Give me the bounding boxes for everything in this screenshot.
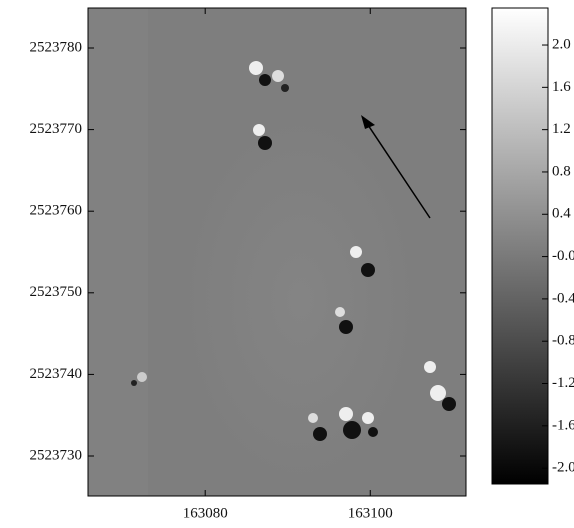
stripe bbox=[88, 8, 148, 496]
x-tick-label: 163080 bbox=[183, 505, 228, 521]
anomaly bbox=[272, 70, 284, 82]
map: 163080 163100 2523730 2523740 2523750 2523760… bbox=[0, 0, 574, 528]
anomaly bbox=[249, 61, 263, 75]
y-tick-label: 2523760 bbox=[30, 203, 83, 219]
anomaly bbox=[258, 136, 272, 150]
anomaly bbox=[343, 421, 361, 439]
y-tick-label: 2523750 bbox=[30, 284, 83, 300]
colorbar bbox=[492, 8, 548, 484]
anomaly bbox=[368, 427, 378, 437]
anomaly bbox=[281, 84, 289, 92]
colorbar-tick-label: -0.0 bbox=[552, 248, 574, 264]
y-tick-label: 2523740 bbox=[30, 366, 83, 382]
anomaly bbox=[339, 407, 353, 421]
x-tick-label: 163100 bbox=[348, 505, 393, 521]
colorbar-tick-label: 0.8 bbox=[552, 163, 571, 179]
colorbar-tick-label: -0.4 bbox=[552, 290, 574, 306]
anomaly bbox=[350, 246, 362, 258]
anomaly bbox=[253, 124, 265, 136]
anomaly bbox=[442, 397, 456, 411]
anomaly bbox=[424, 361, 436, 373]
colorbar-tick-label: 1.2 bbox=[552, 121, 571, 137]
anomaly bbox=[430, 385, 446, 401]
colorbar-tick-label: -2.0 bbox=[552, 460, 574, 476]
anomaly bbox=[361, 263, 375, 277]
anomaly bbox=[313, 427, 327, 441]
y-tick-label: 2523780 bbox=[30, 39, 83, 55]
anomaly bbox=[339, 320, 353, 334]
colorbar-tick-label: -1.2 bbox=[552, 375, 574, 391]
anomaly bbox=[131, 380, 137, 386]
colorbar-tick-label: 2.0 bbox=[552, 36, 571, 52]
y-tick-label: 2523730 bbox=[30, 447, 83, 463]
anomaly bbox=[137, 372, 147, 382]
anomaly bbox=[308, 413, 318, 423]
anomaly bbox=[362, 412, 374, 424]
shading bbox=[180, 110, 420, 490]
colorbar-tick-label: -1.6 bbox=[552, 417, 574, 433]
anomaly bbox=[259, 74, 271, 86]
colorbar-tick-label: 1.6 bbox=[552, 79, 571, 95]
colorbar-tick-label: -0.8 bbox=[552, 333, 574, 349]
anomaly bbox=[335, 307, 345, 317]
y-tick-label: 2523770 bbox=[30, 121, 83, 137]
colorbar-tick-label: 0.4 bbox=[552, 206, 571, 222]
